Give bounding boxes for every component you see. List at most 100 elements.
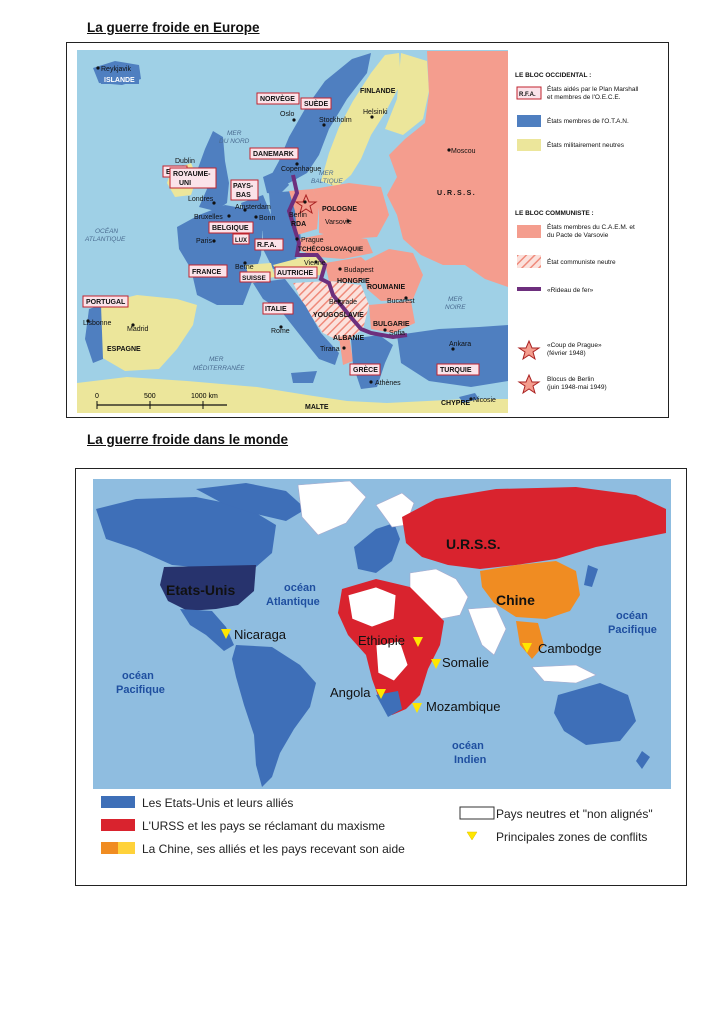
canada-shape	[96, 497, 276, 569]
legend-conflits: Principales zones de conflits	[496, 830, 647, 844]
west-europe-shape	[354, 523, 400, 573]
czechoslovakia-shape	[299, 233, 373, 259]
spain-shape	[97, 295, 197, 371]
world-map-frame: U.R.S.S. Etats-Unis Chine océan Atlantiqu…	[75, 468, 687, 886]
legend-conflits-marker	[466, 831, 478, 841]
conflict-marker-cambodge	[522, 643, 532, 653]
label-france: FRANCE	[192, 269, 221, 276]
label-angola: Angola	[330, 685, 371, 700]
legend-rideau: «Rideau de fer»	[547, 287, 594, 294]
label-urss: U.R.S.S.	[437, 190, 476, 197]
label-chypre: CHYPRE	[441, 400, 471, 407]
sweden-shape	[321, 53, 401, 187]
label-copenhague: Copenhague	[281, 166, 321, 173]
legend-otan-swatch	[517, 115, 541, 127]
legend-oece: États aidés par le Plan Marshall et membr…	[547, 84, 639, 101]
legend-us: Les Etats-Unis et leurs alliés	[142, 796, 293, 810]
label-rfa: R.F.A.	[257, 242, 277, 249]
legend-us-swatch	[101, 796, 135, 808]
label-cambodge: Cambodge	[538, 641, 602, 656]
label-moscou: Moscou	[451, 148, 476, 155]
label-urss-world: U.R.S.S.	[446, 536, 500, 552]
cyprus-shape	[459, 393, 479, 403]
label-rda: RDA	[291, 221, 306, 228]
label-mer-noire: MER NOIRE	[445, 296, 466, 311]
china-shape	[480, 561, 580, 619]
label-islande: ISLANDE	[104, 77, 135, 84]
label-suisse: SUISSE	[242, 275, 267, 282]
usa-shape	[160, 565, 256, 611]
label-tirana: Tirana	[320, 346, 340, 353]
legend-urss-swatch	[101, 819, 135, 831]
label-suede: SUÈDE	[304, 99, 328, 108]
legend-neutres: États militairement neutres	[547, 140, 625, 149]
label-norvege: NORVÈGE	[260, 94, 295, 103]
indonesia-shape	[531, 664, 597, 684]
conflict-marker-mozambique	[412, 703, 422, 713]
legend-neutres-world-swatch	[459, 806, 495, 820]
south-america-shape	[232, 645, 316, 787]
label-tchecoslovaquie: TCHÉCOSLOVAQUIE	[298, 244, 364, 253]
label-lux: LUX	[235, 238, 247, 244]
label-ocean-atlantique: OCÉAN ATLANTIQUE	[84, 226, 126, 243]
label-madrid: Madrid	[127, 326, 149, 333]
europe-map-frame: Reykjavik ISLANDE NORVÈGE SUÈDE FINLANDE…	[66, 42, 669, 418]
label-malte: MALTE	[305, 404, 329, 411]
albania-shape	[339, 335, 353, 365]
label-danemark: DANEMARK	[253, 151, 294, 158]
world-legend: Les Etats-Unis et leurs alliés L'URSS et…	[101, 796, 653, 856]
europe-legend: LE BLOC OCCIDENTAL : R.F.A. États aidés …	[515, 72, 639, 395]
europe-map: Reykjavik ISLANDE NORVÈGE SUÈDE FINLANDE…	[77, 50, 658, 413]
indochina-shape	[516, 621, 544, 659]
label-athenes: Athènes	[375, 380, 401, 387]
label-stockholm: Stockholm	[319, 117, 352, 124]
legend-bloc-occidental: LE BLOC OCCIDENTAL :	[515, 72, 591, 79]
label-berne: Berne	[235, 264, 254, 271]
legend-oece-badge: R.F.A.	[519, 92, 536, 98]
label-londres: Londres	[188, 196, 214, 203]
label-oslo: Oslo	[280, 111, 295, 118]
ussr-world-shape	[402, 487, 666, 569]
yugoslavia-shape	[293, 281, 369, 343]
berlin-blockade-star	[294, 193, 318, 215]
scale-zero: 0	[95, 393, 99, 400]
legend-neutres-world: Pays neutres et "non alignés"	[496, 807, 653, 821]
india-shape	[467, 606, 507, 656]
label-roumanie: ROUMANIE	[367, 284, 405, 291]
new-zealand-shape	[636, 751, 650, 769]
denmark-shape	[263, 169, 289, 195]
label-albanie: ALBANIE	[333, 335, 364, 342]
legend-otan: États membres de l'O.T.A.N.	[547, 116, 629, 125]
sicily-shape	[291, 371, 317, 383]
label-varsovie: Varsovie	[325, 219, 352, 226]
conflict-markers	[221, 629, 532, 713]
japan-shape	[584, 565, 598, 587]
east-germany-shape	[289, 189, 319, 235]
label-lisbonne: Lisbonne	[83, 320, 112, 327]
arctic-islands-shape	[196, 483, 306, 521]
label-ethiopie: Ethiopie	[358, 633, 405, 648]
poland-shape	[313, 183, 389, 239]
label-royaume-uni: ROYAUME-UNI	[173, 171, 211, 187]
central-africa-shape	[375, 640, 409, 682]
label-italie: ITALIE	[265, 306, 287, 313]
label-ocean-indien: océan Indien	[452, 740, 487, 766]
legend-prague-coup: «Coup de Prague» (février 1948)	[547, 342, 602, 357]
italy-shape	[253, 279, 339, 365]
romania-shape	[361, 249, 423, 301]
label-mer-du-nord: MER DU NORD	[219, 130, 250, 145]
label-espagne: ESPAGNE	[107, 346, 141, 353]
label-portugal: PORTUGAL	[86, 299, 126, 306]
label-mer-mediterranee: MER MÉDITERRANÉE	[193, 356, 245, 372]
label-autriche: AUTRICHE	[277, 270, 313, 277]
label-helsinki: Helsinki	[363, 109, 388, 116]
label-vienne: Vienne	[304, 260, 326, 267]
label-budapest: Budapest	[344, 267, 374, 274]
label-dublin: Dublin	[175, 158, 195, 165]
label-hongrie: HONGRIE	[337, 278, 370, 285]
central-america-shape	[180, 609, 234, 651]
label-turquie: TURQUIE	[440, 367, 472, 374]
label-ocean-atlantique-world: océan Atlantique	[266, 582, 320, 608]
label-pays-bas: PAYS-BAS	[233, 183, 254, 199]
legend-urss: L'URSS et les pays se réclamant du maxis…	[142, 819, 385, 833]
